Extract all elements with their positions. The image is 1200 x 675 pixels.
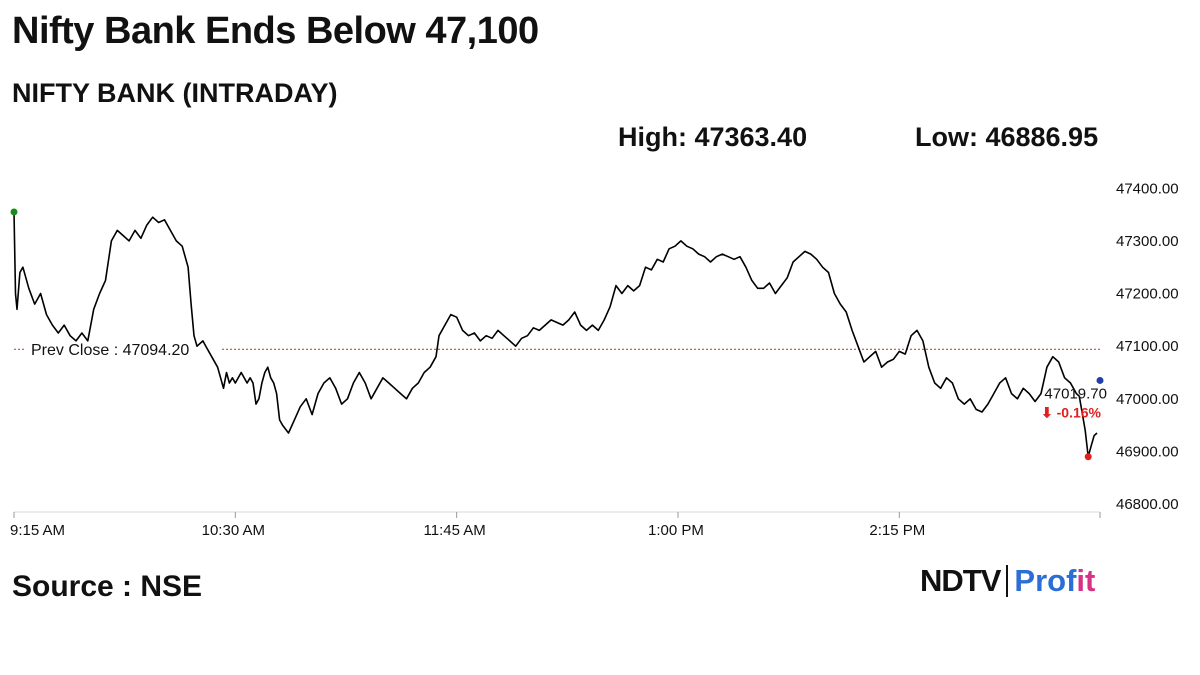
brand-profit-a: Prof (1014, 563, 1077, 598)
y-tick-label: 47200.00 (1116, 286, 1179, 303)
ndtv-profit-logo: NDTV Profit (920, 563, 1095, 599)
open-marker (10, 208, 18, 216)
source-note: Source : NSE (12, 570, 203, 603)
last-value-label: 47019.70 (1044, 385, 1107, 402)
prev-close-label: Prev Close : 47094.20 (31, 342, 189, 359)
brand-profit-b: it (1076, 563, 1096, 598)
last-marker (1096, 376, 1104, 384)
prev-close-label-bg (26, 339, 222, 360)
x-tick-label: 2:15 PM (869, 522, 925, 539)
price-line (13, 211, 1098, 458)
y-tick-label: 47100.00 (1116, 338, 1179, 355)
chart-subtitle: NIFTY BANK (INTRADAY) (12, 78, 338, 108)
x-tick-label: 11:45 AM (424, 522, 486, 539)
brand-ndtv: NDTV (920, 563, 1001, 598)
y-tick-label: 47000.00 (1116, 391, 1179, 408)
x-tick-label: 10:30 AM (202, 522, 265, 539)
y-tick-label: 47300.00 (1116, 233, 1179, 250)
y-tick-label: 47400.00 (1116, 180, 1179, 197)
high-value: High: 47363.40 (618, 122, 808, 152)
headline: Nifty Bank Ends Below 47,100 (12, 10, 539, 52)
y-tick-label: 46900.00 (1116, 443, 1179, 460)
brand-profit: Profit (1014, 563, 1095, 599)
change-label: ⬇ -0.16% (1041, 404, 1102, 420)
brand-divider (1006, 565, 1009, 597)
low-marker (1084, 453, 1092, 461)
y-tick-label: 46800.00 (1116, 496, 1179, 513)
x-tick-label: 1:00 PM (648, 522, 704, 539)
low-value: Low: 46886.95 (915, 122, 1099, 152)
x-tick-label: 9:15 AM (10, 522, 65, 539)
